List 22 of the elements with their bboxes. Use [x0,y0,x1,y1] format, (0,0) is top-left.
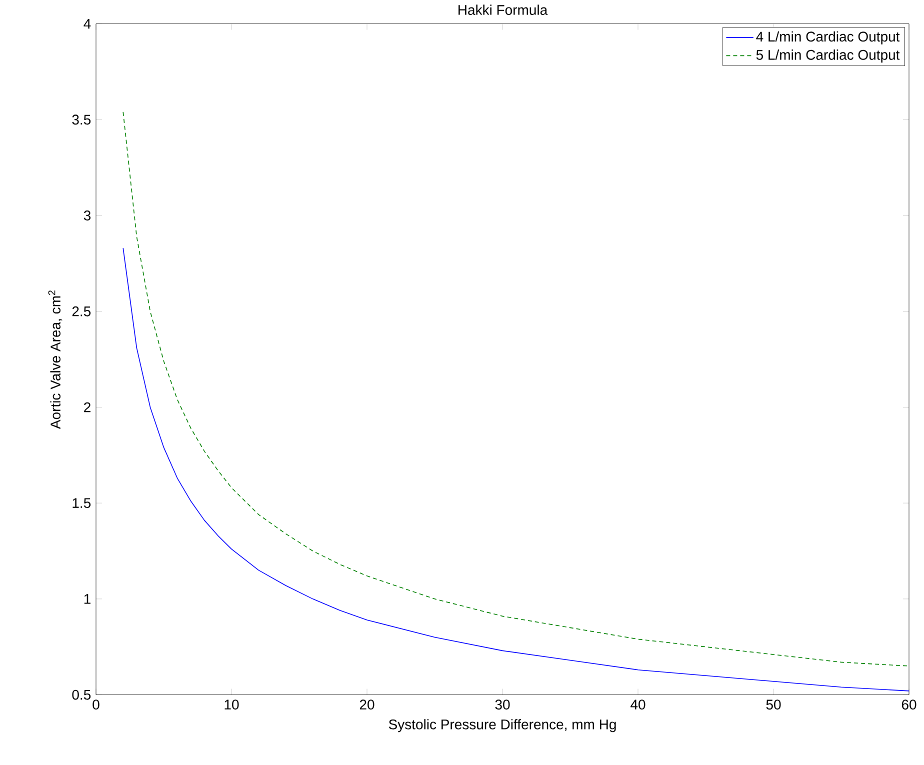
x-tick-label: 20 [360,700,374,710]
y-axis-title: Aortic Valve Area, cm$^{2}$ [48,290,62,430]
y-tick-label: 4 [84,19,91,29]
x-tick-label: 60 [902,700,916,710]
x-tick-label: 50 [766,700,781,710]
y-tick-label: 0.5 [72,690,91,700]
y-tick-label: 3 [84,210,91,221]
x-tick-label: 0 [92,700,100,710]
y-tick-label: 3.5 [72,114,91,125]
legend-label: 5 L/min Cardiac Output [756,50,900,63]
x-tick-label: 40 [630,700,646,710]
x-axis-title: Systolic Pressure Difference, mm Hg [388,719,616,732]
line-series [122,112,910,667]
chart-title: Hakki Formula [458,4,548,16]
x-tick-label: 30 [495,700,510,710]
x-tick-label: 10 [224,700,239,710]
y-tick-label: 1 [84,594,90,604]
line-series [122,248,910,692]
y-tick-label: 2.5 [72,306,91,316]
y-tick-label: 2 [84,402,90,412]
y-tick-label: 1.5 [72,498,91,508]
legend-label: 4 L/min Cardiac Output [756,31,900,44]
